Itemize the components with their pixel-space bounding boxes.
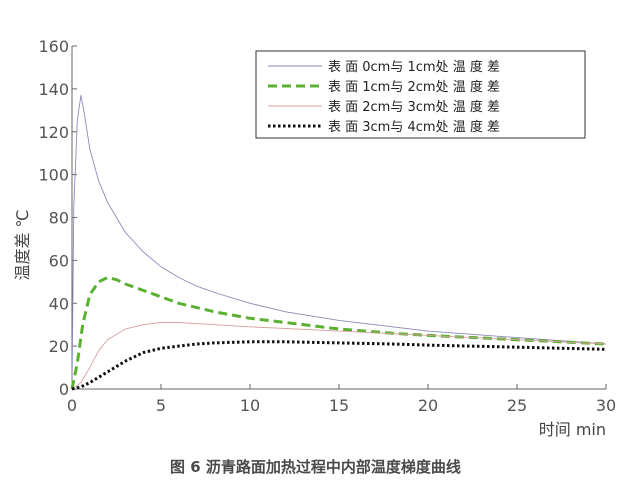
series-line-4 <box>71 340 607 391</box>
series-line-2 <box>70 276 607 390</box>
y-tick-label: 140 <box>38 80 69 99</box>
figure-caption: 图 6 沥青路面加热过程中内部温度梯度曲线 <box>170 458 461 476</box>
x-tick-label: 20 <box>418 396 438 415</box>
series-line-1 <box>71 94 607 390</box>
y-tick-label: 160 <box>38 37 69 56</box>
y-tick-label: 40 <box>49 294 69 313</box>
series-line-3 <box>71 322 607 390</box>
legend-label-4: 表 面 3cm与 4cm处 温 度 差 <box>328 119 500 135</box>
x-tick-label: 0 <box>67 396 77 415</box>
x-axis-label: 时间 min <box>539 420 606 439</box>
y-tick-label: 0 <box>59 380 69 399</box>
y-tick-label: 60 <box>49 251 69 270</box>
legend-label-1: 表 面 0cm与 1cm处 温 度 差 <box>328 59 500 75</box>
series-lines <box>70 94 607 391</box>
y-tick-label: 100 <box>38 166 69 185</box>
legend-label-2: 表 面 1cm与 2cm处 温 度 差 <box>328 79 500 95</box>
legend: 表 面 0cm与 1cm处 温 度 差表 面 1cm与 2cm处 温 度 差表 … <box>255 50 586 139</box>
x-tick-label: 30 <box>596 396 616 415</box>
y-axis-label: 温度差 ℃ <box>13 209 32 280</box>
x-tick-label: 5 <box>156 396 166 415</box>
y-tick-label: 80 <box>49 209 69 228</box>
y-tick-label: 20 <box>49 337 69 356</box>
legend-label-3: 表 面 2cm与 3cm处 温 度 差 <box>328 99 500 115</box>
x-tick-label: 25 <box>507 396 527 415</box>
x-tick-label: 10 <box>240 396 260 415</box>
legend-box <box>255 50 586 139</box>
axes: 0 20 40 60 80 100 120 140 160 0 5 10 15 20 25 30 <box>38 37 616 415</box>
y-tick-label: 120 <box>38 123 69 142</box>
x-tick-label: 15 <box>329 396 349 415</box>
